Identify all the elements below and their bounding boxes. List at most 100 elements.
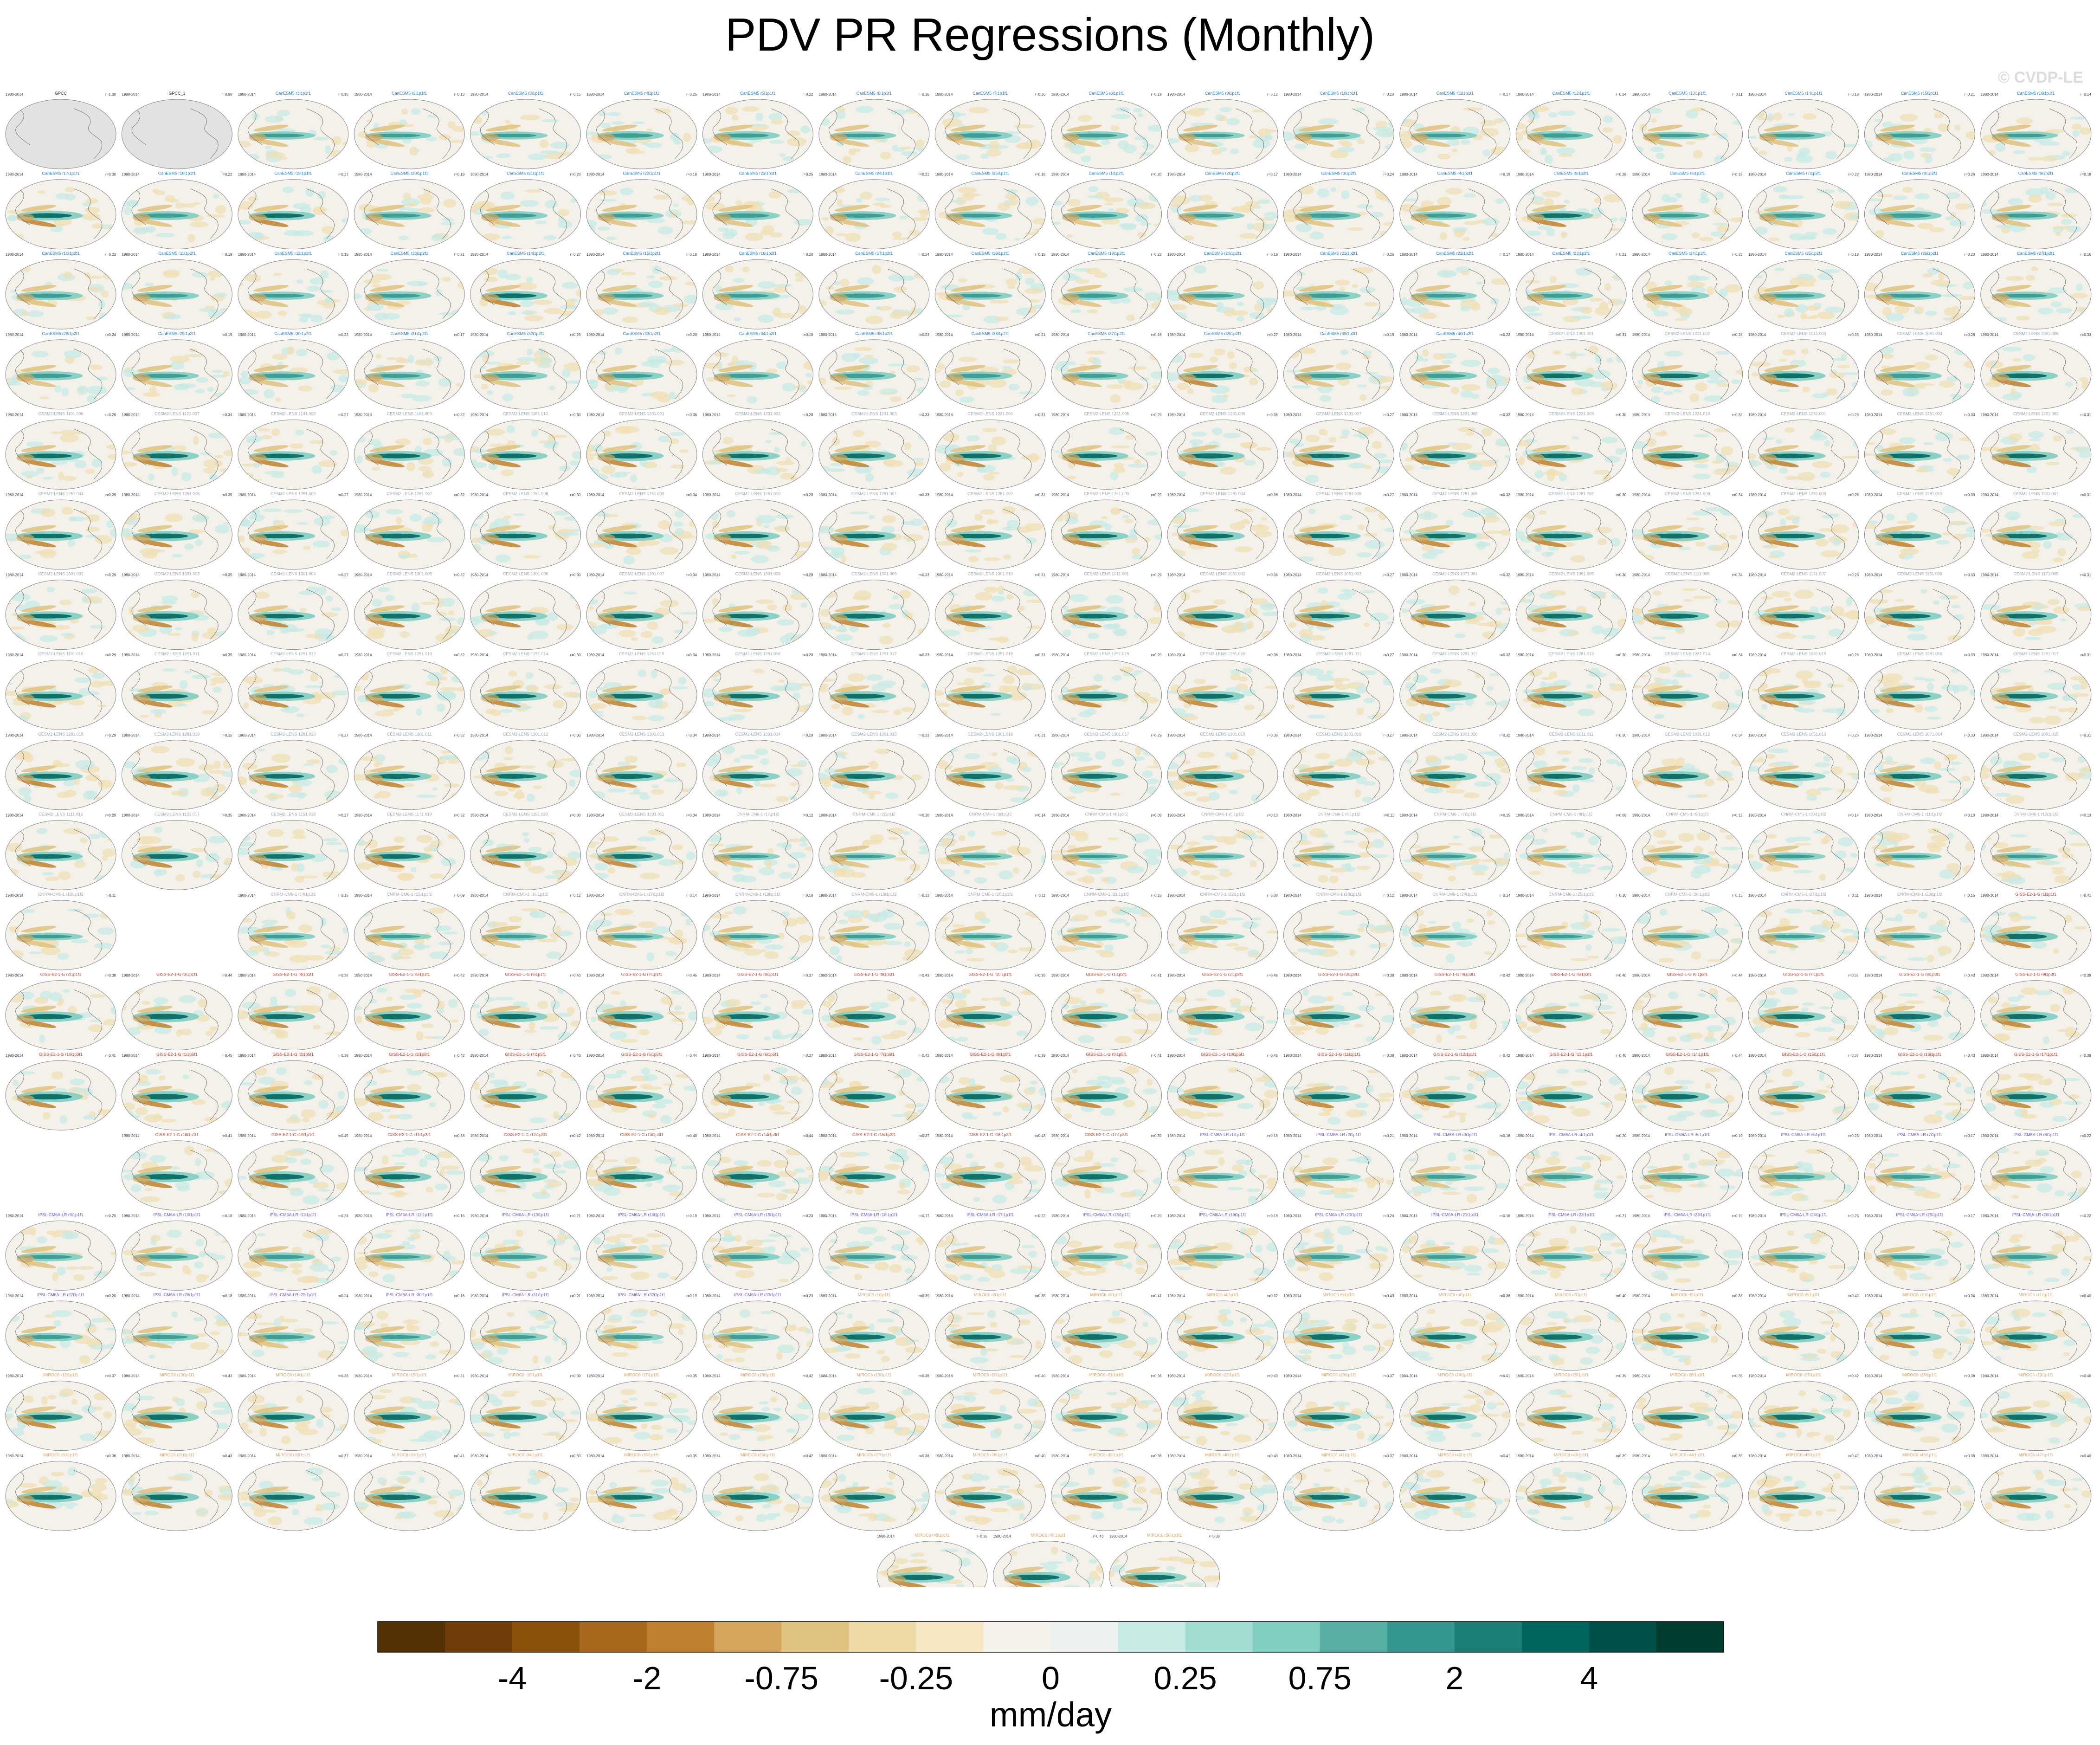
map-field — [238, 500, 348, 569]
panel-title: CanESM5 r18i1p1f1 — [158, 171, 196, 176]
map-panel: 1980-2014 CESM2-LENS 1281.006 r=0.32 — [1399, 491, 1510, 570]
map-field — [1864, 179, 1975, 249]
panel-stat: r=0.30 — [1616, 573, 1626, 577]
panel-stat: r=0.33 — [1964, 573, 1975, 577]
panel-stat: r=0.39 — [1616, 1454, 1626, 1458]
map-field — [935, 99, 1046, 169]
panel-title: CanESM5 r17i1p1f1 — [42, 171, 79, 176]
panel-period: 1980-2014 — [1051, 493, 1069, 497]
map-panel: 1980-2014 CESM2-LENS 1251.009 r=0.34 — [586, 491, 697, 570]
map-field — [1051, 99, 1162, 169]
map-panel: 1980-2014 MIROC6 r26i1p1f1 r=0.35 — [1632, 1373, 1743, 1451]
panel-period: 1980-2014 — [935, 493, 953, 497]
map-panel: 1980-2014 CESM2-LENS 1231.007 r=0.27 — [1283, 411, 1394, 490]
panel-stat: r=0.41 — [221, 1134, 232, 1138]
panel-title: GISS-E2-1-G r3i1p3f1 — [1318, 972, 1359, 977]
map-field — [1283, 1301, 1394, 1370]
map-field — [1399, 1221, 1510, 1291]
watermark: © CVDP-LE — [1998, 69, 2083, 86]
panel-title: CESM2-LENS 1171.019 — [387, 812, 432, 816]
map-field — [1167, 420, 1278, 490]
map-panel: 1980-2014 CNRM-CM6-1 r28i1p1f2 r=0.15 — [1864, 892, 1975, 970]
map-field — [1283, 99, 1394, 169]
panel-title: GISS-E2-1-G r3i1p5f1 — [389, 1052, 430, 1057]
panel-period: 1980-2014 — [1981, 252, 1999, 257]
panel-period: 1980-2014 — [1400, 573, 1418, 577]
colorbar-tick-label: 0.25 — [1153, 1660, 1217, 1696]
map-field — [122, 99, 232, 169]
panel-period: 1980-2014 — [354, 893, 372, 898]
map-field — [6, 820, 116, 890]
panel-stat: r=0.21 — [1616, 1214, 1626, 1218]
panel-period: 1980-2014 — [1632, 974, 1650, 978]
colorbar-swatch — [781, 1622, 849, 1652]
map-panel: 1980-2014 CESM2-LENS 1281.016 r=0.33 — [1864, 652, 1975, 730]
panel-title: CNRM-CM6-1 r15i1p1f2 — [387, 892, 432, 897]
map-panel: 1980-2014 CNRM-CM6-1 r22i1p1f2 r=0.08 — [1167, 892, 1278, 970]
map-panel: 1980-2014 IPSL-CM6A-LR r9i1p1f1 r=0.20 — [5, 1212, 116, 1291]
panel-stat: r=0.14 — [2081, 92, 2091, 97]
panel-title: IPSL-CM6A-LR r7i1p1f1 — [1897, 1132, 1942, 1137]
map-field — [1399, 500, 1510, 569]
map-field — [935, 660, 1046, 730]
panel-period: 1980-2014 — [1981, 1214, 1999, 1218]
panel-stat: r=0.17 — [919, 1214, 929, 1218]
map-field — [1980, 179, 2091, 249]
panel-stat: r=0.43 — [1035, 1134, 1045, 1138]
panel-title: CESM2-LENS 1301.009 — [851, 572, 897, 576]
panel-title: GISS-E2-1-G r14i1p3f1 — [736, 1132, 780, 1137]
map-field — [1167, 1060, 1278, 1131]
map-panel: 1980-2014 GISS-E2-1-G r10i1p1f1 r=0.39 — [934, 972, 1046, 1051]
map-field — [1051, 660, 1162, 730]
panel-title: CESM2-LENS 1281.004 — [1200, 491, 1245, 496]
panel-title: CESM2-LENS 1281.005 — [1316, 491, 1362, 496]
panel-period: 1980-2014 — [1051, 252, 1069, 257]
map-panel: 1980-2014 CESM2-LENS 1301.014 r=0.28 — [702, 732, 813, 810]
panel-title: MIROC6 r43i1p1f1 — [1554, 1453, 1589, 1457]
panel-title: CESM2-LENS 1301.013 — [619, 732, 664, 737]
map-field — [1632, 580, 1743, 650]
panel-stat: r=0.09 — [454, 893, 464, 898]
map-panel: 1980-2014 CanESM5 r33i1p2f1 r=0.20 — [586, 331, 697, 410]
panel-period: 1980-2014 — [1051, 893, 1069, 898]
map-field — [238, 1381, 348, 1451]
panel-title: CESM2-LENS 1301.002 — [38, 572, 84, 576]
panel-stat: r=0.27 — [338, 573, 348, 577]
map-panel: 1980-2014 MIROC6 r16i1p1f1 r=0.39 — [470, 1373, 581, 1451]
map-field — [1632, 1140, 1743, 1210]
panel-stat: r=0.39 — [570, 1374, 581, 1378]
panel-stat: r=0.30 — [570, 653, 581, 657]
map-panel: 1980-2014 CESM2-LENS 1281.012 r=0.32 — [1399, 652, 1510, 730]
panel-period: 1980-2014 — [935, 333, 953, 337]
map-field — [354, 1140, 465, 1210]
panel-stat: r=0.42 — [1500, 1053, 1510, 1058]
panel-period: 1980-2014 — [1632, 252, 1650, 257]
panel-period: 1980-2014 — [1283, 173, 1301, 177]
panel-stat: r=0.16 — [338, 252, 348, 257]
panel-stat: r=0.19 — [1383, 333, 1394, 337]
map-field — [6, 99, 116, 169]
map-panel: 1980-2014 CanESM5 r24i1p2f1 r=0.23 — [1632, 251, 1743, 330]
map-panel: 1980-2014 GISS-E2-1-G r9i1p1f1 r=0.43 — [818, 972, 929, 1051]
panel-period: 1980-2014 — [1516, 1053, 1534, 1058]
panel-stat: r=0.35 — [221, 813, 232, 817]
panel-stat: r=0.21 — [919, 173, 929, 177]
panel-title: MIROC6 r22i1p1f1 — [1205, 1373, 1240, 1377]
panel-title: CESM2-LENS 1011.011 — [1549, 732, 1593, 737]
panel-title: MIROC6 r26i1p1f1 — [1670, 1373, 1705, 1377]
panel-period: 1980-2014 — [6, 1214, 24, 1218]
map-field — [1051, 1221, 1162, 1291]
map-field — [1748, 820, 1859, 890]
panel-title: CESM2-LENS 1231.010 — [1665, 411, 1710, 416]
map-field — [1632, 1301, 1743, 1370]
panel-period: 1980-2014 — [586, 1374, 605, 1378]
map-panel: 1980-2014 CESM2-LENS 1251.015 r=0.34 — [586, 652, 697, 730]
panel-stat: r=0.45 — [338, 1134, 348, 1138]
panel-stat: r=0.39 — [1035, 974, 1045, 978]
map-panel: 1980-2014 CanESM5 r22i1p1f1 r=0.18 — [586, 171, 697, 250]
panel-title: CESM2-LENS 1301.004 — [271, 572, 316, 576]
panel-title: CESM2-LENS 1191.020 — [503, 812, 548, 816]
panel-title: IPSL-CM6A-LR r27i1p1f1 — [37, 1293, 84, 1297]
panel-period: 1980-2014 — [1632, 1134, 1650, 1138]
panel-period: 1980-2014 — [935, 813, 953, 817]
